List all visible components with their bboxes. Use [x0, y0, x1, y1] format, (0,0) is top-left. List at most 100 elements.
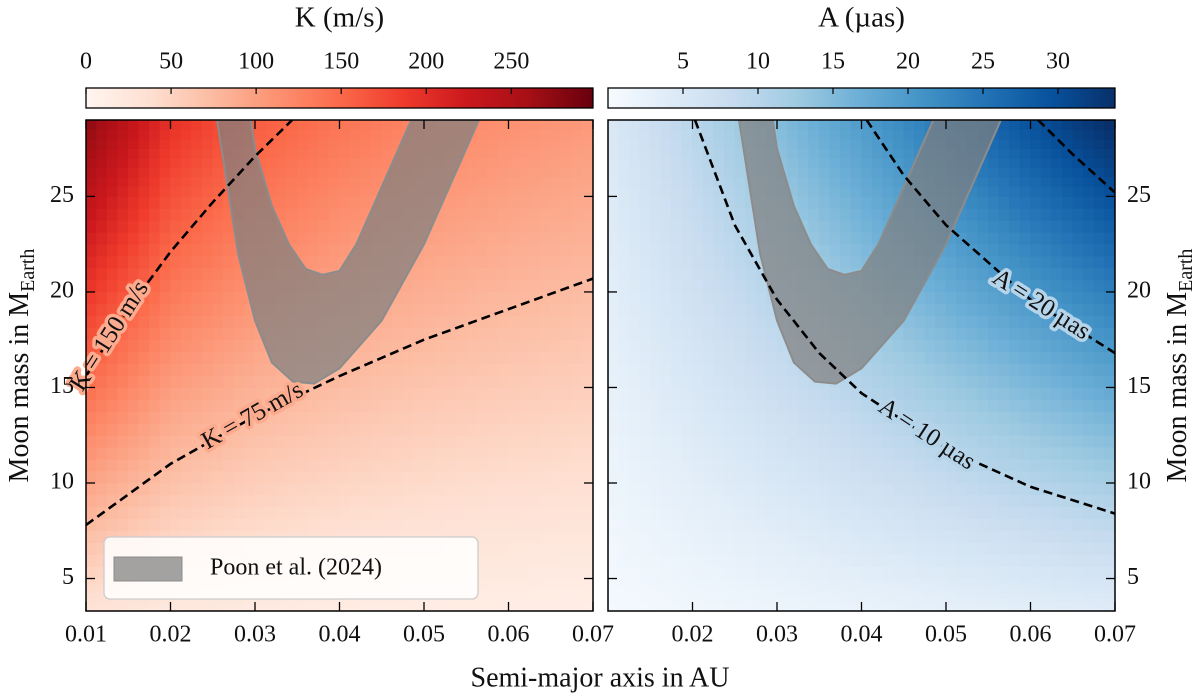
field-cell — [734, 177, 746, 188]
field-cell — [871, 231, 883, 245]
field-cell — [755, 422, 767, 436]
field-cell — [766, 327, 778, 341]
field-cell — [96, 399, 108, 412]
field-cell — [561, 157, 573, 169]
field-cell — [808, 530, 820, 543]
field-cell — [96, 196, 108, 209]
field-cell — [956, 482, 968, 496]
field-cell — [223, 375, 235, 388]
field-cell — [639, 315, 651, 329]
field-cell — [86, 422, 97, 436]
field-cell — [1051, 602, 1063, 608]
field-cell — [808, 602, 820, 608]
field-cell — [86, 208, 97, 221]
field-cell — [861, 470, 873, 484]
field-cell — [1072, 315, 1084, 329]
field-cell — [671, 243, 683, 257]
field-cell — [871, 196, 883, 209]
field-cell — [681, 196, 693, 209]
field-cell — [223, 387, 235, 400]
field-cell — [244, 422, 256, 436]
field-cell — [1019, 434, 1031, 448]
field-cell — [808, 554, 820, 567]
field-cell — [871, 587, 883, 594]
field-cell — [1009, 291, 1021, 305]
field-cell — [850, 530, 862, 543]
field-cell — [935, 566, 947, 579]
field-cell — [649, 208, 662, 221]
field-cell — [914, 129, 926, 140]
field-cell — [681, 518, 693, 532]
field-cell — [861, 578, 873, 584]
field-cell — [360, 186, 372, 197]
field-cell — [966, 303, 978, 317]
field-cell — [550, 578, 562, 584]
field-cell — [660, 363, 672, 376]
field-cell — [381, 399, 393, 412]
field-cell — [212, 196, 224, 209]
field-cell — [755, 303, 767, 317]
field-cell — [539, 530, 552, 543]
field-cell — [1009, 602, 1021, 608]
field-cell — [476, 375, 488, 388]
field-cell — [170, 208, 182, 221]
field-cell — [212, 351, 224, 364]
field-cell — [444, 196, 456, 209]
field-cell — [723, 267, 736, 281]
y-axis-label-main: Moon mass in M — [1162, 292, 1193, 483]
field-cell — [508, 399, 520, 412]
field-cell — [518, 597, 530, 603]
field-cell — [265, 470, 277, 484]
field-cell — [170, 422, 182, 436]
field-cell — [149, 243, 161, 257]
field-cell — [381, 363, 393, 376]
field-cell — [286, 167, 298, 178]
field-cell — [381, 157, 393, 169]
field-cell — [1104, 446, 1115, 460]
field-cell — [850, 506, 862, 520]
field-cell — [508, 578, 520, 584]
field-cell — [935, 470, 947, 484]
field-cell — [465, 597, 478, 603]
field-cell — [871, 597, 883, 603]
field-cell — [1019, 606, 1031, 611]
field-cell — [702, 120, 714, 130]
field-cell — [212, 243, 224, 257]
field-cell — [233, 506, 245, 520]
field-cell — [127, 315, 140, 329]
field-cell — [734, 315, 746, 329]
field-cell — [608, 351, 619, 364]
field-cell — [582, 518, 593, 532]
field-cell — [1051, 231, 1063, 245]
field-cell — [882, 138, 894, 149]
field-cell — [681, 592, 693, 598]
field-cell — [1051, 243, 1063, 257]
field-cell — [1009, 494, 1021, 508]
field-cell — [966, 231, 978, 245]
field-cell — [402, 482, 414, 496]
field-cell — [639, 138, 651, 149]
field-cell — [255, 612, 266, 617]
field-cell — [529, 422, 541, 436]
field-cell — [660, 542, 672, 555]
field-cell — [628, 315, 640, 329]
field-cell — [529, 494, 541, 508]
field-cell — [840, 167, 852, 178]
field-cell — [639, 612, 650, 617]
field-cell — [977, 582, 989, 589]
field-cell — [776, 138, 788, 149]
field-cell — [608, 602, 619, 608]
field-cell — [713, 138, 725, 149]
field-cell — [608, 243, 619, 257]
field-cell — [935, 315, 947, 329]
field-cell — [159, 602, 171, 608]
field-cell — [618, 255, 630, 269]
field-cell — [1051, 120, 1063, 130]
field-cell — [861, 231, 873, 245]
field-cell — [956, 597, 968, 603]
field-cell — [106, 518, 118, 532]
field-cell — [1083, 167, 1095, 178]
field-cell — [914, 315, 926, 329]
field-cell — [1030, 167, 1042, 178]
field-cell — [1093, 267, 1105, 281]
